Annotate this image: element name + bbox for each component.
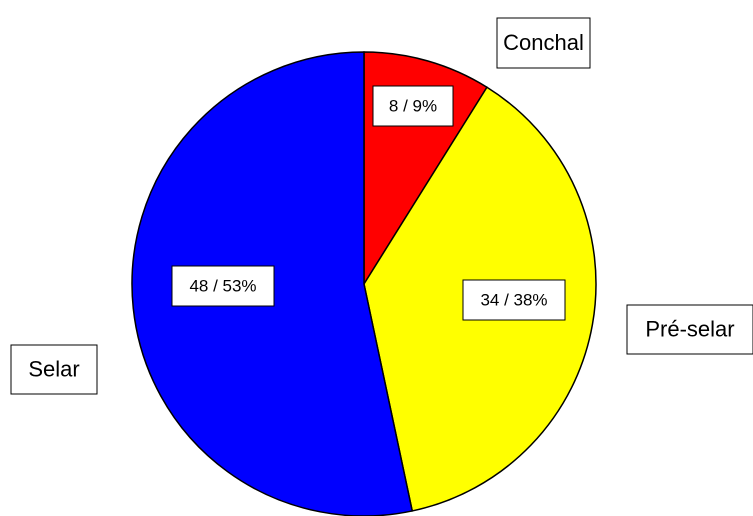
category-label: Conchal [503, 30, 584, 55]
value-label: 48 / 53% [189, 276, 256, 295]
category-label-box [10, 344, 98, 395]
category-label: Selar [28, 356, 79, 381]
category-label-box [626, 304, 753, 355]
value-label: 34 / 38% [480, 290, 547, 309]
value-label-box [171, 265, 275, 307]
value-label-box [372, 85, 454, 127]
category-label-box [496, 17, 591, 69]
value-label-box [462, 279, 566, 321]
value-label: 8 / 9% [389, 96, 437, 115]
category-label: Pré-selar [645, 316, 734, 341]
